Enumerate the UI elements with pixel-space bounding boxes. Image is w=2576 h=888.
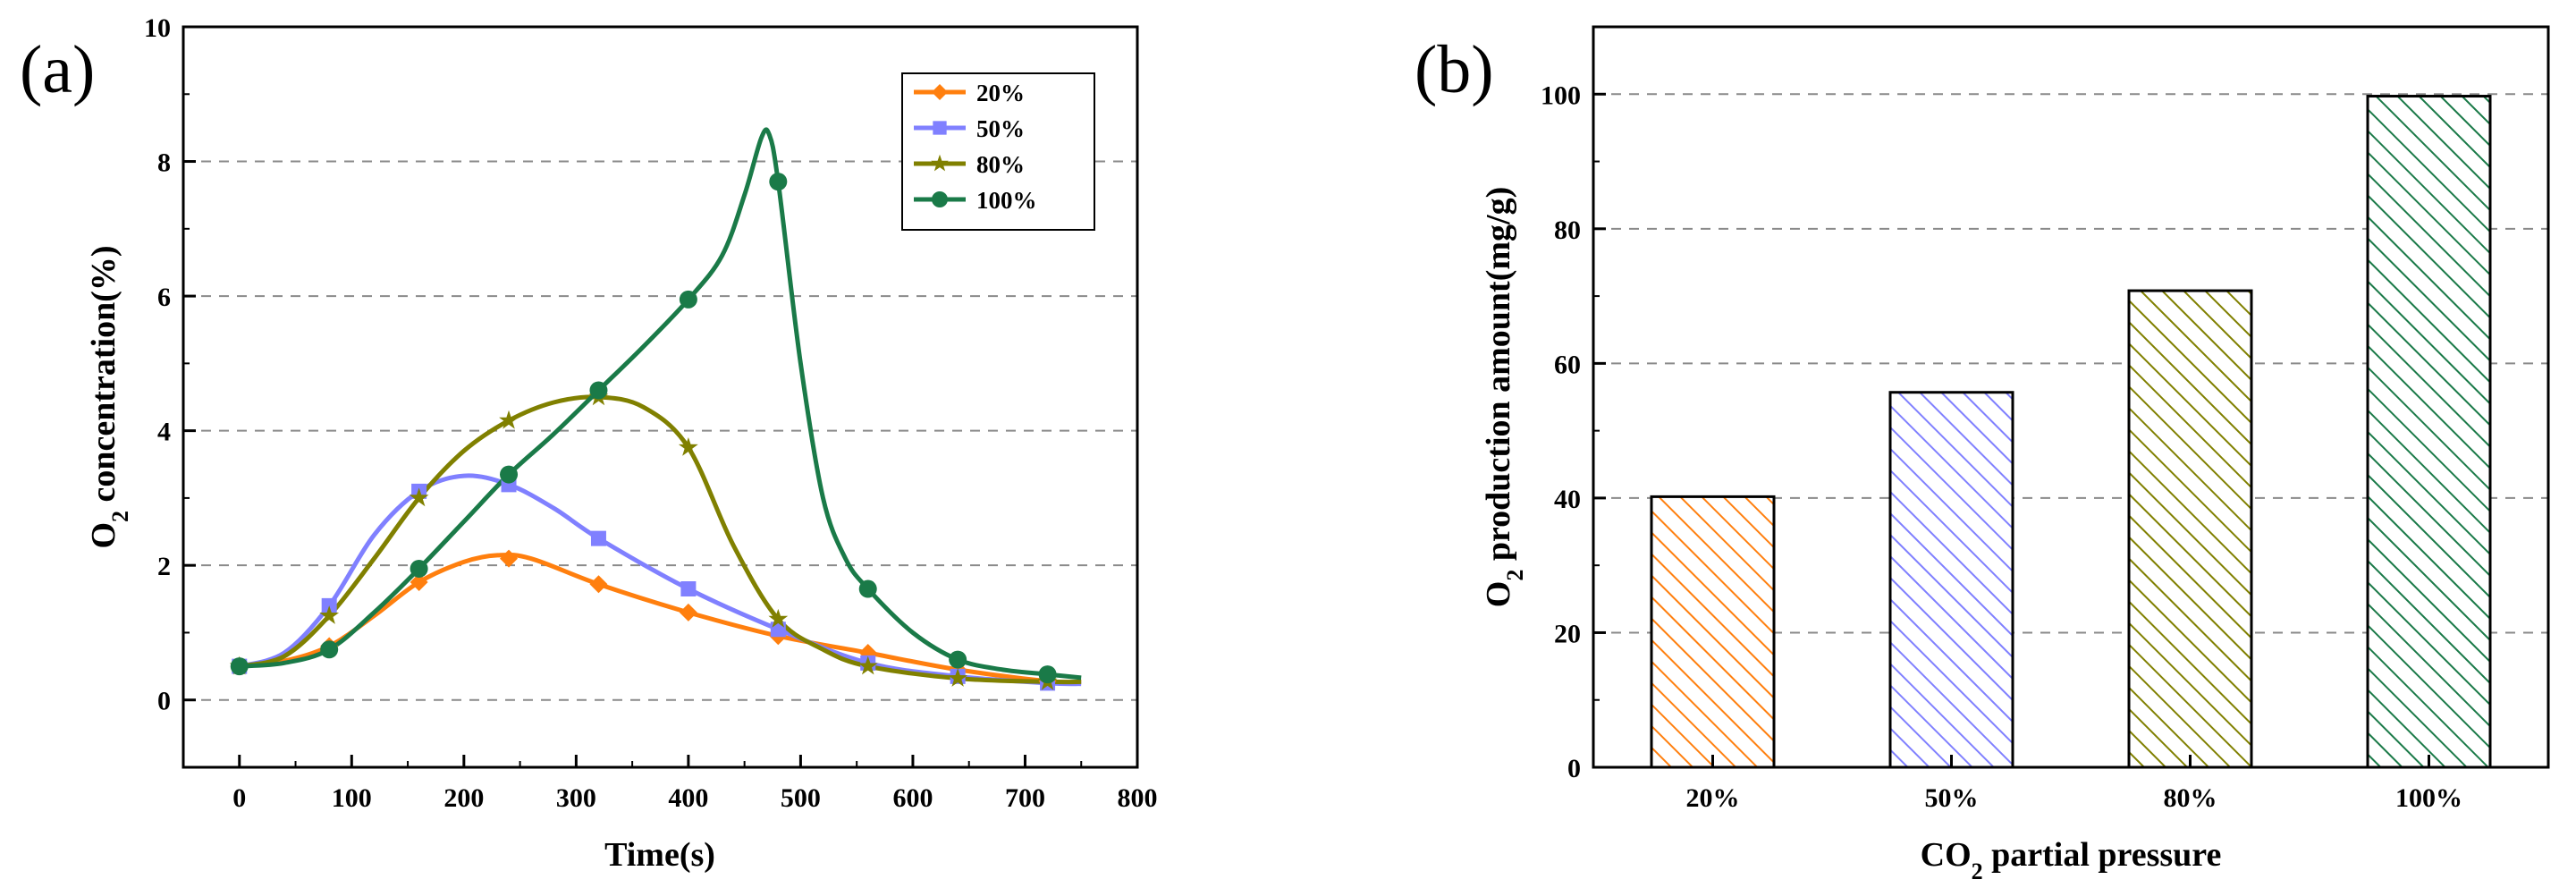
y-tick-label: 2 xyxy=(157,552,171,581)
data-point xyxy=(499,410,519,429)
data-point xyxy=(678,437,698,456)
x-tick-label: 20% xyxy=(1686,783,1740,813)
y-tick-label: 100 xyxy=(1541,80,1581,110)
x-tick-label: 300 xyxy=(556,783,596,813)
legend-marker xyxy=(932,191,948,207)
bar-80% xyxy=(2127,289,2253,769)
bar-50% xyxy=(1888,391,2014,769)
bar-100% xyxy=(2366,95,2492,769)
data-point xyxy=(768,608,789,628)
data-point xyxy=(500,549,519,568)
legend: 20% 50% 80% 100% xyxy=(901,72,1095,231)
x-tick-label: 80% xyxy=(2164,783,2217,813)
axis-ticks: 20% 50% 80% 100% 0 20 40 60 80 100 xyxy=(1541,26,2462,813)
y-tick-label: 6 xyxy=(157,283,171,312)
axis-ticks: 0 100 200 300 400 500 600 700 800 0 2 4 6 8 10 xyxy=(144,13,1158,813)
x-axis-title: CO2 partial pressure xyxy=(1921,836,2222,884)
data-point xyxy=(409,487,429,507)
x-tick-label: 0 xyxy=(232,783,246,813)
legend-label: 50% xyxy=(976,115,1025,142)
legend-marker xyxy=(933,121,947,135)
y-axis-title: O2 production amount(mg/g) xyxy=(1480,187,1528,607)
bars xyxy=(1650,95,2492,769)
bar-20% xyxy=(1650,495,1776,769)
y-tick-label: 80 xyxy=(1554,216,1581,245)
y-tick-label: 60 xyxy=(1554,350,1581,379)
data-point xyxy=(589,575,608,594)
legend-label: 80% xyxy=(976,151,1025,178)
data-point xyxy=(680,581,697,597)
data-point xyxy=(589,381,608,400)
y-tick-label: 0 xyxy=(157,687,171,716)
line-chart-panel: (a) 0 100 200 300 400 500 600 700 800 0 2 4 6 8 10 Tim… xyxy=(20,13,1158,874)
y-tick-label: 40 xyxy=(1554,485,1581,514)
data-point xyxy=(319,605,340,624)
legend-label: 20% xyxy=(976,80,1025,106)
data-point xyxy=(858,579,877,598)
y-tick-label: 4 xyxy=(157,418,171,447)
data-point xyxy=(410,559,428,578)
y-tick-label: 0 xyxy=(1567,754,1581,783)
legend-marker xyxy=(931,154,949,172)
data-point xyxy=(590,530,606,546)
plot-frame xyxy=(182,25,1139,769)
x-tick-label: 500 xyxy=(781,783,821,813)
y-tick-label: 20 xyxy=(1554,619,1581,648)
data-point xyxy=(1038,665,1057,684)
x-tick-label: 600 xyxy=(892,783,933,813)
legend-label: 100% xyxy=(976,187,1037,214)
data-point xyxy=(410,573,428,591)
data-point xyxy=(857,655,878,675)
x-tick-label: 400 xyxy=(668,783,708,813)
data-point xyxy=(949,650,967,669)
y-axis-title: O2 concentration(%) xyxy=(85,245,133,548)
data-point xyxy=(230,657,249,676)
data-point xyxy=(679,603,697,622)
x-tick-label: 200 xyxy=(443,783,484,813)
x-tick-label: 800 xyxy=(1118,783,1158,813)
data-point xyxy=(770,622,786,638)
x-axis-title: Time(s) xyxy=(604,836,715,874)
x-tick-label: 100% xyxy=(2395,783,2462,813)
y-tick-label: 8 xyxy=(157,148,171,178)
data-point xyxy=(948,668,968,687)
series-line-2 xyxy=(239,394,1082,685)
x-tick-label: 50% xyxy=(1925,783,1979,813)
legend-marker xyxy=(932,84,948,100)
y-tick-label: 10 xyxy=(144,13,171,43)
data-point xyxy=(679,290,697,309)
series-curves xyxy=(239,127,1082,687)
data-point xyxy=(769,173,788,191)
x-tick-label: 700 xyxy=(1005,783,1045,813)
series-markers xyxy=(229,173,1058,691)
plot-frame xyxy=(1592,25,2550,769)
series-line-1 xyxy=(239,473,1082,687)
data-point xyxy=(320,640,339,659)
bar-chart-panel: (b) 20% 50% 80% 100% 0 20 40 60 80 100 CO2 partia… xyxy=(1415,25,2550,884)
data-point xyxy=(500,465,519,484)
x-tick-label: 100 xyxy=(332,783,372,813)
panel-label-b: (b) xyxy=(1415,32,1494,107)
panel-label-a: (a) xyxy=(20,32,95,107)
